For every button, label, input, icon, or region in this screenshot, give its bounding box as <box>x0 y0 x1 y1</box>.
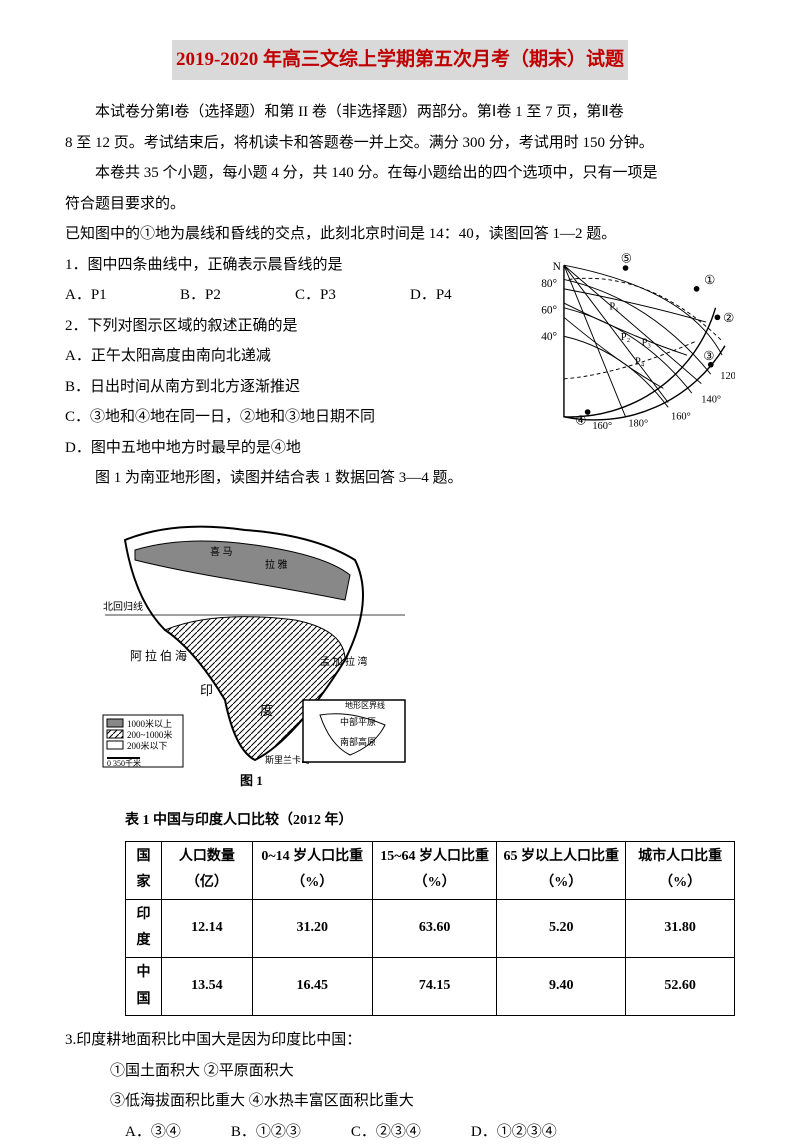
svg-text:N: N <box>553 261 561 273</box>
q3-sub-1: ①国土面积大 ②平原面积大 <box>110 1057 735 1086</box>
th-5: 城市人口比重（%） <box>626 841 735 899</box>
svg-text:120°: 120° <box>720 370 735 381</box>
svg-text:拉 雅: 拉 雅 <box>265 558 288 571</box>
table-header-row: 国家 人口数量（亿） 0~14 岁人口比重（%） 15~64 岁人口比重（%） … <box>126 841 735 899</box>
intro-line-1: 本试卷分第Ⅰ卷（选择题）和第 II 卷（非选择题）两部分。第Ⅰ卷 1 至 7 页… <box>65 98 735 127</box>
context-q3-q4: 图 1 为南亚地形图，读图并结合表 1 数据回答 3—4 题。 <box>65 464 735 493</box>
svg-text:喜 马: 喜 马 <box>210 545 233 558</box>
svg-text:⑤: ⑤ <box>621 251 632 265</box>
svg-text:60°: 60° <box>541 304 557 316</box>
context-q1-q2: 已知图中的①地为晨线和昏线的交点，此刻北京时间是 14：40，读图回答 1—2 … <box>65 220 735 249</box>
svg-text:P₂: P₂ <box>621 332 631 343</box>
table-caption: 表 1 中国与印度人口比较（2012 年） <box>125 808 735 835</box>
svg-text:度: 度 <box>260 703 273 718</box>
svg-text:160°: 160° <box>592 421 612 431</box>
svg-text:图 1: 图 1 <box>240 773 263 788</box>
svg-text:印: 印 <box>200 683 213 698</box>
th-2: 0~14 岁人口比重（%） <box>252 841 372 899</box>
svg-text:南部高原: 南部高原 <box>340 736 376 747</box>
q1-opt-c: C．P3 <box>295 281 410 310</box>
table-row: 中国 13.54 16.45 74.15 9.40 52.60 <box>126 958 735 1016</box>
intro-line-3: 本卷共 35 个小题，每小题 4 分，共 140 分。在每小题给出的四个选项中，… <box>65 159 735 188</box>
th-1: 人口数量（亿） <box>161 841 252 899</box>
svg-text:北回归线: 北回归线 <box>103 600 143 613</box>
table-row: 印度 12.14 31.20 63.60 5.20 31.80 <box>126 899 735 957</box>
svg-text:180°: 180° <box>628 418 648 429</box>
svg-text:40°: 40° <box>541 331 557 343</box>
svg-text:P₄: P₄ <box>635 356 645 367</box>
q3-sub-2: ③低海拔面积比重大 ④水热丰富区面积比重大 <box>110 1087 735 1116</box>
q3-stem: 3.印度耕地面积比中国大是因为印度比中国： <box>65 1026 735 1055</box>
q1-opt-a: A．P1 <box>65 281 180 310</box>
q1-opt-b: B．P2 <box>180 281 295 310</box>
th-4: 65 岁以上人口比重（%） <box>497 841 626 899</box>
th-3: 15~64 岁人口比重（%） <box>372 841 497 899</box>
q2-opt-d: D．图中五地中地方时最早的是④地 <box>65 434 735 463</box>
intro-line-4: 符合题目要求的。 <box>65 190 735 219</box>
th-0: 国家 <box>126 841 162 899</box>
svg-text:孟 加 拉 湾: 孟 加 拉 湾 <box>320 655 368 668</box>
svg-text:80°: 80° <box>541 278 557 290</box>
south-asia-map: 北回归线 阿 拉 伯 海 印 度 孟 加 拉 湾 喜 马 拉 雅 斯里兰卡岛 中… <box>95 500 415 790</box>
q1-opt-d: D．P4 <box>410 281 525 310</box>
svg-text:1000米以上: 1000米以上 <box>127 718 172 729</box>
population-table: 国家 人口数量（亿） 0~14 岁人口比重（%） 15~64 岁人口比重（%） … <box>125 841 735 1017</box>
svg-text:200~1000米: 200~1000米 <box>127 729 172 740</box>
svg-text:地形区界线: 地形区界线 <box>345 700 385 710</box>
svg-text:④: ④ <box>575 413 586 427</box>
title-container: 2019-2020 年高三文综上学期第五次月考（期末）试题 <box>65 40 735 98</box>
svg-text:P₁: P₁ <box>609 301 618 312</box>
svg-text:140°: 140° <box>701 394 721 405</box>
svg-text:②: ② <box>723 311 734 325</box>
exam-title: 2019-2020 年高三文综上学期第五次月考（期末）试题 <box>172 40 628 80</box>
svg-text:0 350千米: 0 350千米 <box>107 758 141 768</box>
svg-text:160°: 160° <box>671 411 691 422</box>
svg-text:阿 拉 伯 海: 阿 拉 伯 海 <box>130 648 187 663</box>
globe-label-1: ① <box>704 273 715 287</box>
svg-text:③: ③ <box>703 349 714 363</box>
globe-diagram: ① ② ③ ④ ⑤ N 80° 60° 40° P₁ P₂ P₃ P₄ 160°… <box>535 251 735 431</box>
q1-options: A．P1 B．P2 C．P3 D．P4 <box>65 281 525 310</box>
intro-line-2: 8 至 12 页。考试结束后，将机读卡和答题卷一并上交。满分 300 分，考试用… <box>65 129 735 158</box>
svg-text:中部平原: 中部平原 <box>340 716 376 727</box>
svg-text:P₃: P₃ <box>642 337 652 348</box>
globe-svg: ① ② ③ ④ ⑤ N 80° 60° 40° P₁ P₂ P₃ P₄ 160°… <box>535 251 735 431</box>
svg-text:200米以下: 200米以下 <box>127 740 168 751</box>
